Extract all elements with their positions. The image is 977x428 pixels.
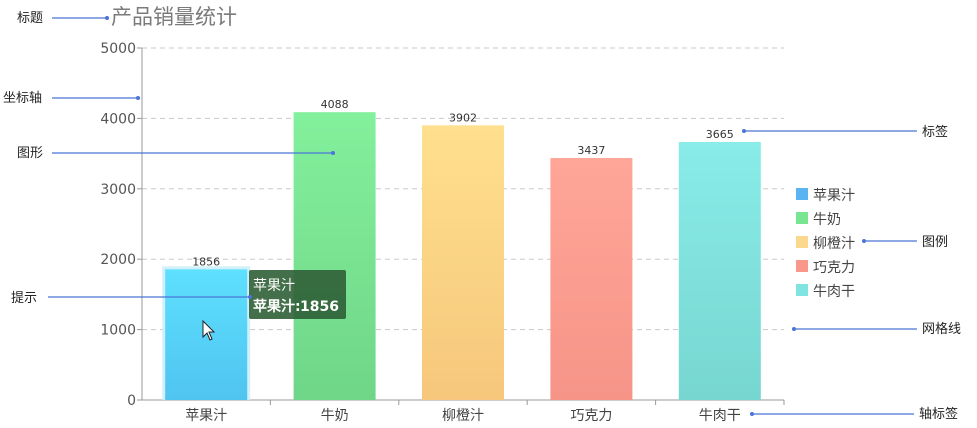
bar-3[interactable] — [422, 125, 504, 401]
chart-title: 产品销量统计 — [111, 5, 237, 29]
legend-item-label[interactable]: 牛奶 — [813, 212, 841, 228]
bars-group: 1856 苹果汁 4088 牛奶 3902 柳橙汁 3437 巧克力 3665 牛肉干 — [162, 98, 785, 424]
data-label: 3665 — [706, 128, 734, 141]
data-label: 3902 — [449, 111, 477, 124]
legend-item-label[interactable]: 巧克力 — [813, 260, 855, 276]
y-tick-label: 0 — [127, 393, 136, 409]
grid-group: 0 1000 2000 3000 4000 5000 — [100, 41, 784, 409]
legend-item-label[interactable]: 苹果汁 — [813, 188, 855, 204]
legend-swatch[interactable] — [796, 212, 808, 224]
legend-swatch[interactable] — [796, 260, 808, 272]
cursor-icon — [202, 319, 216, 341]
data-label: 4088 — [321, 98, 349, 111]
tooltip-title: 苹果汁 — [253, 278, 295, 294]
x-tick-label: 牛奶 — [321, 408, 349, 424]
x-tick-label: 巧克力 — [570, 408, 612, 424]
annotation-legend: 图例 — [922, 235, 948, 250]
y-tick-label: 2000 — [100, 252, 136, 268]
legend-item-label[interactable]: 柳橙汁 — [813, 235, 855, 252]
annotation-tooltip: 提示 — [11, 290, 37, 306]
y-tick-label: 1000 — [100, 323, 136, 339]
legend-swatch[interactable] — [796, 188, 808, 200]
y-tick-label: 5000 — [100, 41, 136, 57]
bar-1[interactable] — [165, 269, 248, 400]
data-label: 3437 — [577, 144, 605, 157]
bar-5[interactable] — [678, 141, 761, 400]
annotation-axis: 坐标轴 — [3, 91, 42, 106]
x-tick-label: 牛肉干 — [699, 408, 741, 424]
bar-2[interactable] — [293, 112, 376, 400]
annotation-axis-label: 轴标签 — [919, 406, 958, 422]
tooltip-box — [249, 270, 346, 319]
x-tick-label: 苹果汁 — [185, 408, 227, 424]
legend-swatch[interactable] — [796, 284, 808, 296]
annotation-label: 标签 — [922, 124, 948, 140]
y-tick-label: 3000 — [100, 182, 136, 198]
y-tick-label: 4000 — [100, 111, 136, 127]
legend-item-label[interactable]: 牛肉干 — [813, 284, 855, 300]
tooltip-series-label: 苹果汁: — [253, 298, 301, 315]
annotation-shape: 图形 — [17, 146, 43, 161]
tooltip-value: 1856 — [300, 299, 339, 315]
annotation-gridline: 网格线 — [922, 321, 961, 337]
annotations: 标题 坐标轴 图形 提示 标签 图例 网格线 轴标签 — [3, 11, 961, 422]
bar-4[interactable] — [550, 158, 633, 400]
x-tick-label: 柳橙汁 — [442, 407, 484, 424]
data-label: 1856 — [192, 255, 220, 268]
tooltip: 苹果汁 苹果汁: 1856 — [249, 270, 346, 319]
legend-swatch[interactable] — [796, 236, 808, 248]
annotation-title: 标题 — [17, 11, 43, 26]
